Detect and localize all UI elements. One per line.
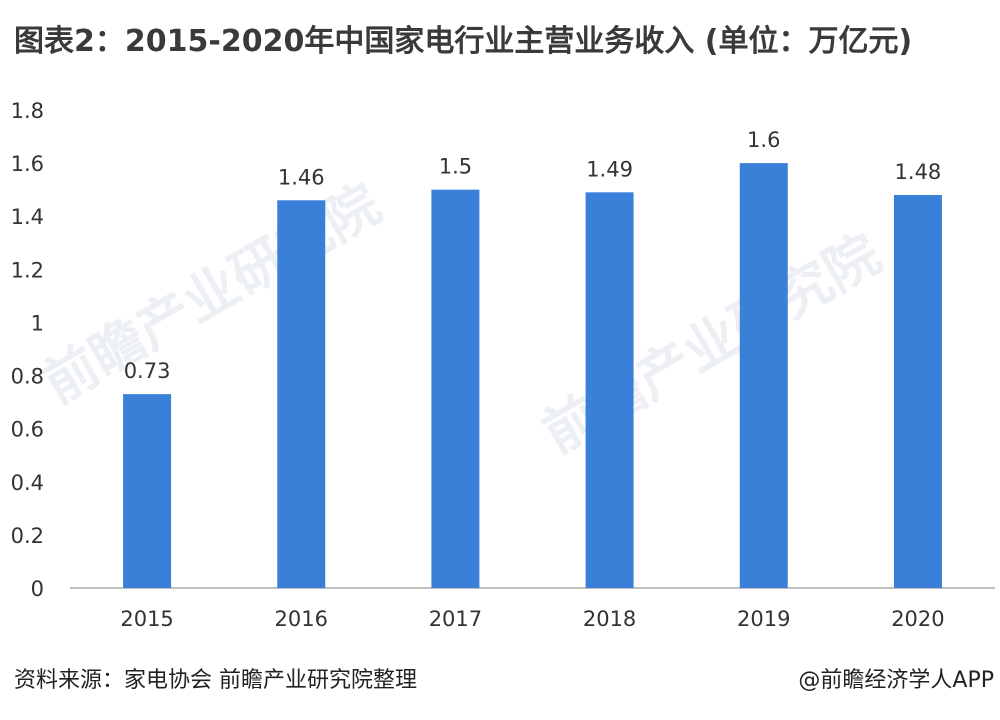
x-tick-label-2018: 2018 — [583, 607, 636, 631]
data-label-2016: 1.46 — [278, 165, 325, 189]
y-tick-label: 0.6 — [11, 418, 44, 442]
x-tick-label-2016: 2016 — [275, 607, 328, 631]
chart-title: 图表2：2015-2020年中国家电行业主营业务收入 (单位：万亿元) — [14, 24, 913, 59]
bar-2015 — [123, 394, 172, 588]
bar-2016 — [277, 200, 326, 588]
bar-chart: 0 0.2 0.4 0.6 0.8 1 1.2 1.4 1.6 1.8 0.73 2015 1.46 20… — [0, 80, 1000, 650]
y-tick-label: 0 — [31, 577, 44, 601]
y-tick-label: 1 — [31, 311, 44, 335]
y-tick-label: 1.6 — [11, 152, 44, 176]
credit-note: @前瞻经济学人APP — [798, 668, 994, 693]
y-tick-label: 1.8 — [11, 99, 44, 123]
x-tick-label-2017: 2017 — [429, 607, 482, 631]
x-tick-label-2020: 2020 — [891, 607, 944, 631]
data-label-2019: 1.6 — [747, 128, 780, 152]
y-tick-label: 0.2 — [11, 524, 44, 548]
data-label-2020: 1.48 — [895, 160, 942, 184]
bar-2018 — [585, 192, 634, 589]
data-label-2015: 0.73 — [124, 359, 171, 383]
bar-2020 — [893, 194, 942, 588]
y-tick-label: 1.2 — [11, 258, 44, 282]
y-tick-label: 0.4 — [11, 471, 44, 495]
bar-2019 — [739, 163, 788, 588]
bar-chart-svg: 0 0.2 0.4 0.6 0.8 1 1.2 1.4 1.6 1.8 0.73 2015 1.46 20… — [11, 99, 995, 631]
bar-2017 — [431, 189, 480, 588]
data-label-2017: 1.5 — [439, 155, 472, 179]
data-label-2018: 1.49 — [586, 157, 633, 181]
y-tick-label: 0.8 — [11, 365, 44, 389]
y-tick-label: 1.4 — [11, 205, 44, 229]
x-tick-label-2015: 2015 — [120, 607, 173, 631]
source-note: 资料来源：家电协会 前瞻产业研究院整理 — [14, 668, 417, 693]
x-tick-label-2019: 2019 — [737, 607, 790, 631]
